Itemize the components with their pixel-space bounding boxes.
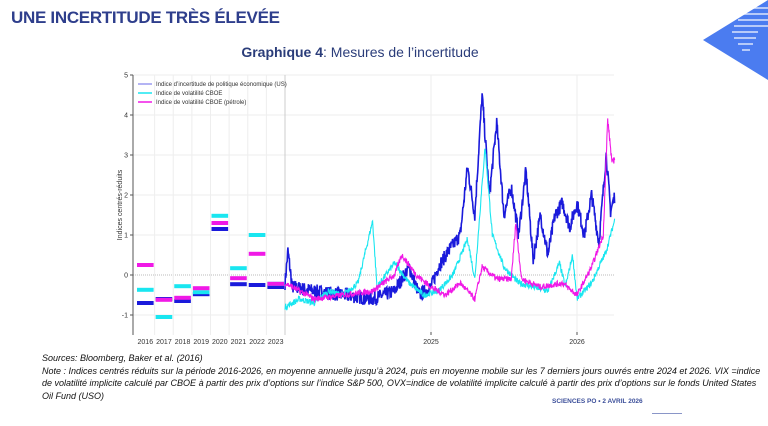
- annual-bar-0: [248, 283, 266, 287]
- slide-title: UNE INCERTITUDE TRÈS ÉLEVÉE: [11, 8, 280, 27]
- annual-bar-0: [174, 299, 191, 303]
- sources-text: Sources: Bloomberg, Baker et al. (2016): [42, 353, 203, 363]
- y-tick-label: 0: [124, 273, 128, 280]
- y-tick-label: -1: [122, 313, 128, 320]
- annual-bar-1: [230, 266, 247, 271]
- x-tick-label: 2026: [569, 339, 585, 346]
- annual-bar-1: [137, 287, 154, 292]
- y-tick-label: 1: [124, 233, 128, 240]
- annual-bar-1: [174, 284, 191, 289]
- annual-bar-0: [137, 301, 154, 305]
- annual-bar-1: [211, 213, 229, 218]
- x-tick-label: 2022: [249, 339, 265, 346]
- x-tick-label: 2021: [231, 339, 247, 346]
- chart-notes: Sources: Bloomberg, Baker et al. (2016) …: [42, 352, 762, 402]
- annual-bar-1: [248, 233, 266, 237]
- y-tick-label: 5: [124, 73, 128, 80]
- daily-line-0: [284, 93, 616, 307]
- x-tick-label: 2017: [156, 339, 172, 346]
- annual-bar-0: [211, 227, 229, 231]
- annual-bar-2: [230, 276, 247, 281]
- daily-line-2: [284, 118, 616, 304]
- legend-label: Indice de volatilité CBOE (pétrole): [156, 100, 246, 106]
- annual-bar-0: [230, 282, 247, 287]
- annual-bar-2: [155, 297, 173, 302]
- legend-label: Indice d’incertitude de politique économ…: [156, 82, 287, 88]
- annual-bar-0: [267, 285, 284, 289]
- x-tick-label: 2019: [193, 339, 209, 346]
- legend-label: Indice de volatilité CBOE: [156, 91, 222, 97]
- y-tick-label: 4: [124, 113, 128, 120]
- annual-bar-2: [192, 286, 210, 291]
- x-tick-label: 2025: [423, 339, 439, 346]
- annual-bar-2: [248, 251, 266, 256]
- note-text: Note : Indices centrés réduits sur la pé…: [42, 365, 761, 401]
- y-axis-label: Indices centrés-réduits: [117, 169, 124, 240]
- x-tick-label: 2018: [175, 339, 191, 346]
- chart-title-bold: Graphique 4: [241, 44, 324, 60]
- x-tick-label: 2016: [138, 339, 154, 346]
- chart-title: Graphique 4: Mesures de l’incertitude: [0, 44, 720, 60]
- chart-title-rest: : Mesures de l’incertitude: [323, 44, 479, 60]
- annual-bar-2: [211, 221, 229, 225]
- annual-bar-2: [137, 263, 154, 267]
- daily-line-1: [284, 148, 616, 311]
- footer-text: SCIENCES PO • 2 AVRIL 2026: [552, 398, 643, 405]
- annual-bar-2: [267, 281, 284, 286]
- y-tick-label: 3: [124, 153, 128, 160]
- x-tick-label: 2023: [268, 339, 284, 346]
- x-tick-label: 2020: [212, 339, 228, 346]
- footer-line: [652, 413, 682, 414]
- annual-bar-2: [174, 295, 191, 300]
- annual-bar-1: [155, 315, 173, 319]
- annual-bar-1: [192, 290, 210, 295]
- y-tick-label: 2: [124, 193, 128, 200]
- sciences-po-logo: [703, 0, 768, 80]
